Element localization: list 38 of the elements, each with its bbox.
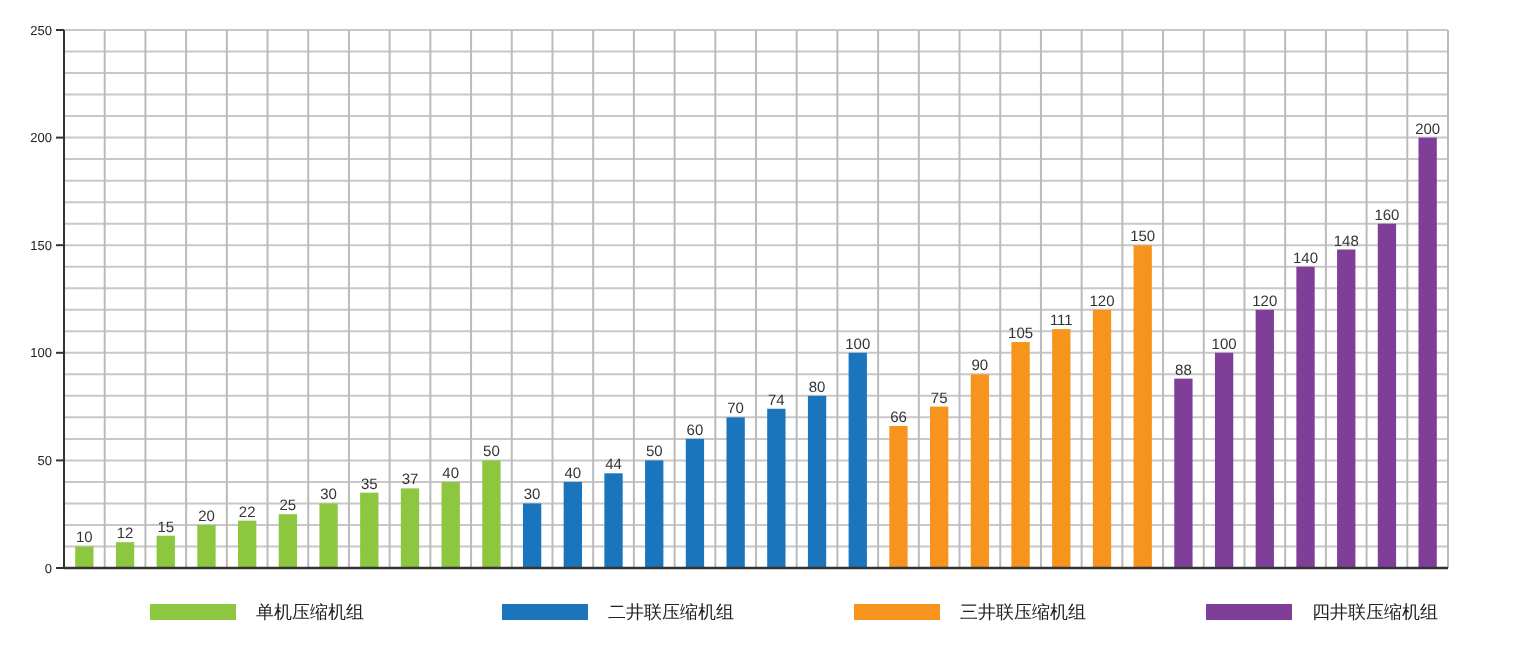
bar — [400, 488, 420, 568]
bar — [278, 514, 298, 568]
bar — [522, 503, 542, 568]
bar — [1296, 266, 1315, 568]
bar — [1377, 223, 1397, 568]
bar — [360, 492, 379, 568]
bar — [807, 395, 827, 568]
bar — [441, 481, 460, 568]
bar — [1133, 245, 1152, 568]
bar — [197, 524, 216, 568]
bar — [563, 481, 582, 568]
bar — [726, 417, 745, 568]
bar — [1174, 378, 1193, 568]
bar — [1052, 329, 1071, 568]
bar — [848, 352, 867, 568]
bar — [767, 408, 786, 568]
bar — [319, 503, 338, 568]
bar — [645, 460, 664, 568]
legend-label: 四井联压缩机组 — [1312, 602, 1438, 623]
legend-label: 二井联压缩机组 — [608, 602, 734, 623]
bar — [1011, 342, 1030, 568]
bar — [889, 425, 908, 568]
bar — [1418, 137, 1437, 568]
bar — [1092, 309, 1112, 568]
bar — [1255, 309, 1274, 568]
bar — [1214, 352, 1234, 568]
bar — [930, 406, 949, 568]
bar — [604, 473, 623, 568]
bar — [115, 542, 135, 568]
legend-label: 单机压缩机组 — [256, 602, 364, 623]
bar — [1337, 249, 1356, 568]
bar — [482, 460, 501, 568]
legend-label: 三井联压缩机组 — [960, 602, 1086, 623]
bar — [970, 374, 990, 568]
bar — [238, 520, 257, 568]
bar — [156, 535, 175, 568]
bar — [685, 438, 705, 568]
bar — [75, 546, 94, 568]
